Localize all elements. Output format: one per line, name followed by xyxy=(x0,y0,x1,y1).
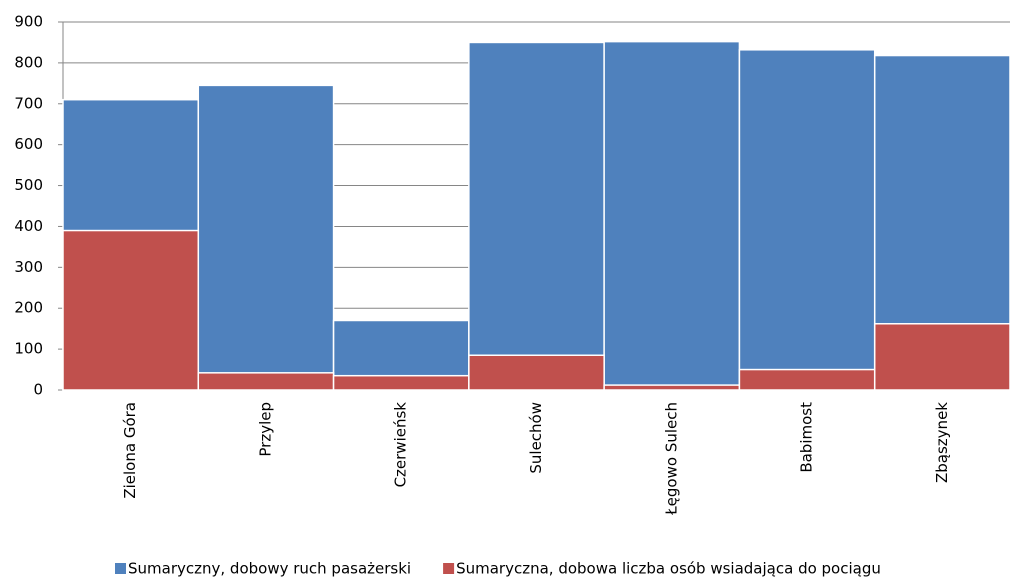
y-tick-label: 100 xyxy=(14,340,43,358)
y-tick-label: 500 xyxy=(14,176,43,194)
bar xyxy=(738,368,876,391)
x-tick-label: Czerwieńsk xyxy=(392,402,410,488)
bar xyxy=(738,49,876,391)
y-tick-label: 700 xyxy=(14,94,43,112)
x-tick-label: Zielona Góra xyxy=(121,402,139,499)
bar xyxy=(468,354,605,391)
bar xyxy=(197,372,335,391)
x-tick-label: Sulechów xyxy=(527,402,545,474)
x-tick-label: Zbąszynek xyxy=(933,402,951,483)
x-tick-label: Łęgowo Sulech xyxy=(662,402,680,516)
x-tick-label: Babimost xyxy=(798,402,816,473)
bar xyxy=(468,41,605,391)
y-tick-label: 400 xyxy=(14,217,43,235)
legend-label: Sumaryczny, dobowy ruch pasażerski xyxy=(128,560,411,578)
bar xyxy=(197,84,335,391)
y-tick-label: 800 xyxy=(14,53,43,71)
bar xyxy=(332,374,470,391)
bar xyxy=(603,40,741,391)
y-tick-label: 600 xyxy=(14,135,43,153)
bar xyxy=(873,323,1011,391)
y-tick-label: 900 xyxy=(14,13,43,31)
legend-swatch xyxy=(115,563,126,574)
legend-label: Sumaryczna, dobowa liczba osób wsiadając… xyxy=(456,560,881,578)
legend-swatch xyxy=(443,563,455,574)
x-tick-label: Przylep xyxy=(256,402,274,457)
y-tick-label: 0 xyxy=(33,381,43,399)
y-tick-label: 300 xyxy=(14,258,43,276)
y-tick-label: 200 xyxy=(14,299,43,317)
bar xyxy=(62,229,200,391)
bar xyxy=(603,384,741,391)
